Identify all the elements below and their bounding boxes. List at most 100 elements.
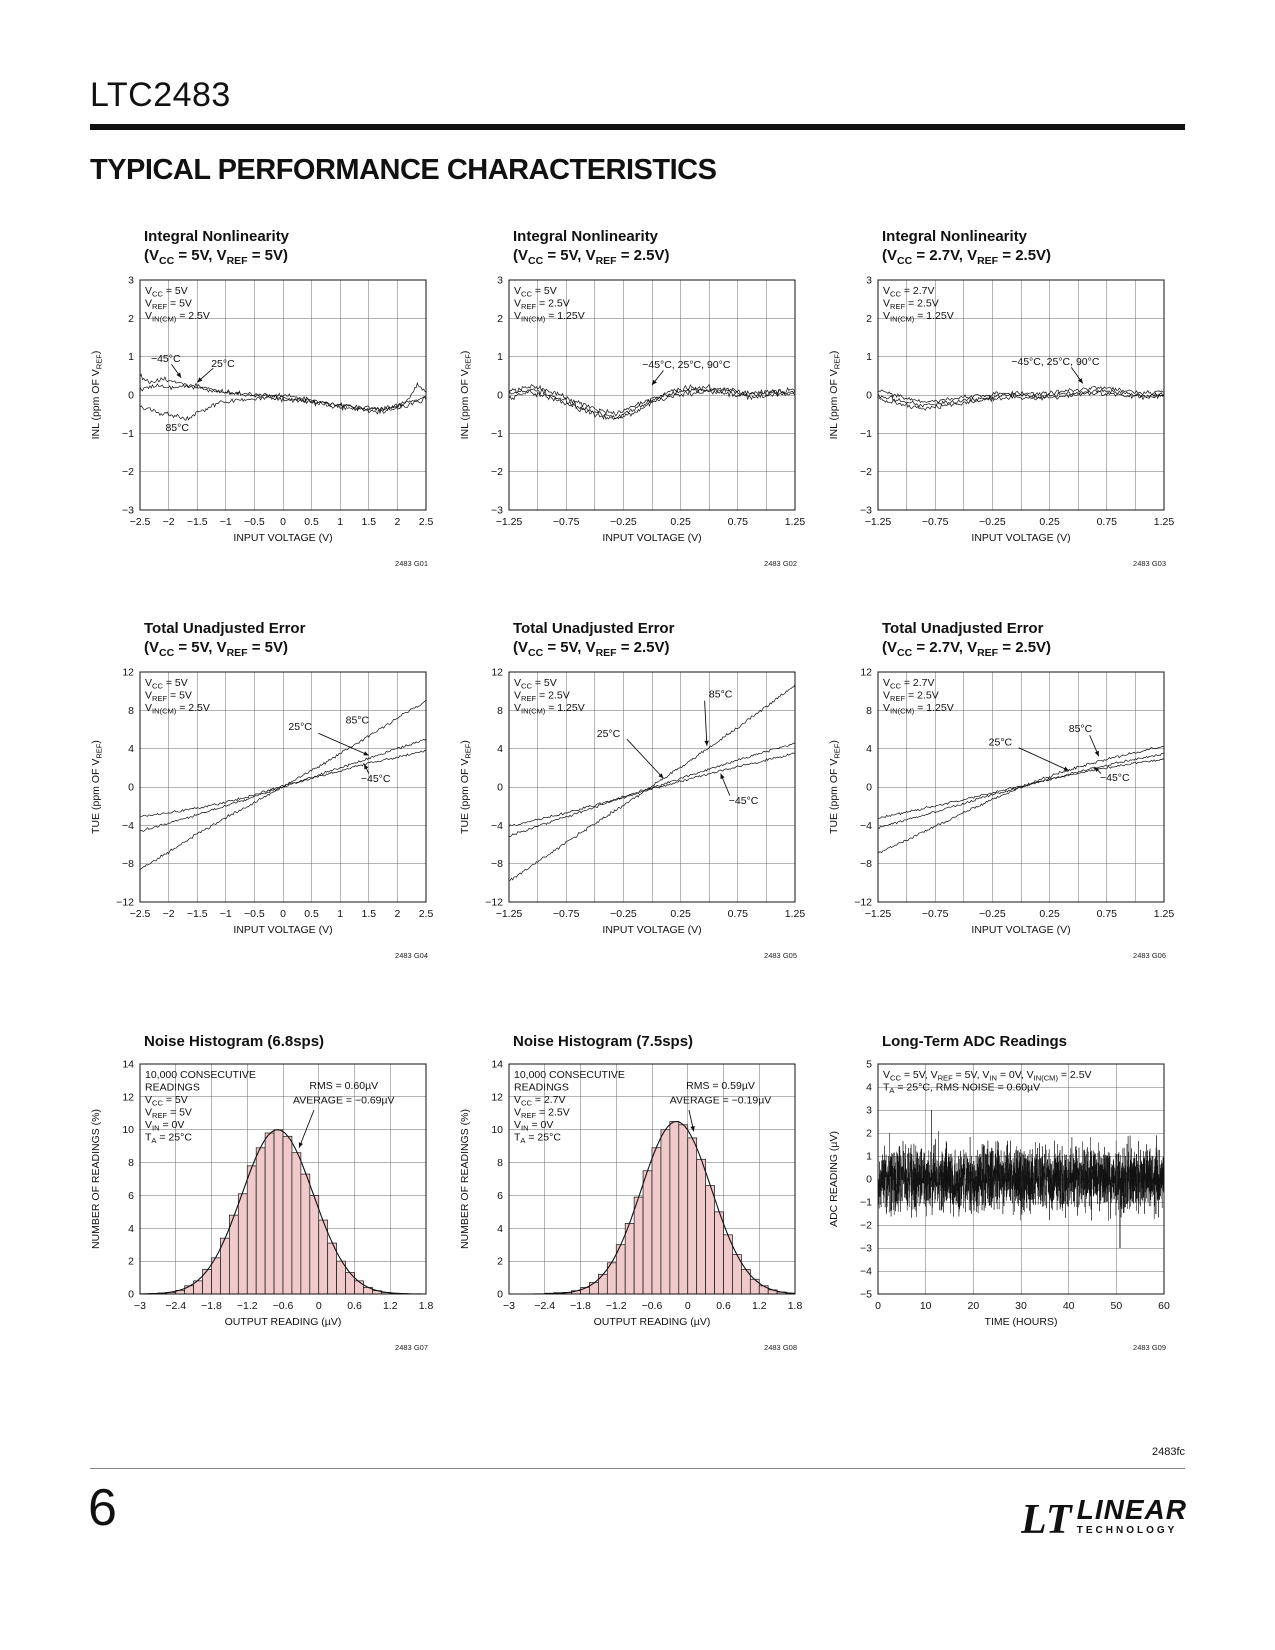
header-rule <box>90 124 1185 130</box>
chart-2483-g04: Total Unadjusted Error (VCC = 5V, VREF = … <box>86 618 455 964</box>
svg-text:VCC = 5V: VCC = 5V <box>514 677 557 691</box>
svg-text:INL (ppm OF VREF): INL (ppm OF VREF) <box>459 351 473 440</box>
svg-text:−0.25: −0.25 <box>610 908 637 920</box>
svg-text:OUTPUT READING (µV): OUTPUT READING (µV) <box>594 1316 711 1328</box>
chart-2483-g08: Noise Histogram (7.5sps) 10,000 CONSECUTI… <box>455 1010 824 1356</box>
svg-text:−0.75: −0.75 <box>553 908 580 920</box>
svg-text:25°C: 25°C <box>211 358 235 370</box>
svg-text:VREF = 2.5V: VREF = 2.5V <box>514 1107 570 1121</box>
svg-text:AVERAGE = −0.69µV: AVERAGE = −0.69µV <box>293 1095 395 1107</box>
svg-text:0: 0 <box>497 782 503 794</box>
svg-text:0: 0 <box>866 390 872 402</box>
svg-text:−12: −12 <box>854 897 872 909</box>
svg-text:−1.8: −1.8 <box>570 1300 591 1312</box>
svg-text:READINGS: READINGS <box>145 1082 200 1094</box>
svg-text:1.5: 1.5 <box>361 908 376 920</box>
svg-text:0.25: 0.25 <box>670 516 691 528</box>
svg-text:TUE (ppm OF VREF): TUE (ppm OF VREF) <box>459 740 473 834</box>
svg-text:TUE (ppm OF VREF): TUE (ppm OF VREF) <box>90 740 104 834</box>
svg-text:−0.75: −0.75 <box>922 908 949 920</box>
svg-text:VIN(CM) = 1.25V: VIN(CM) = 1.25V <box>514 702 585 716</box>
svg-text:6: 6 <box>497 1190 503 1202</box>
svg-text:0.25: 0.25 <box>1039 908 1060 920</box>
svg-text:−2: −2 <box>163 908 175 920</box>
svg-text:NUMBER OF READINGS (%): NUMBER OF READINGS (%) <box>459 1109 471 1249</box>
svg-text:VIN = 0V: VIN = 0V <box>145 1119 184 1133</box>
svg-text:−2.5: −2.5 <box>130 516 151 528</box>
svg-text:VREF = 5V: VREF = 5V <box>145 298 192 312</box>
svg-text:−8: −8 <box>860 858 872 870</box>
svg-text:85°C: 85°C <box>346 714 370 726</box>
svg-text:VIN(CM) = 1.25V: VIN(CM) = 1.25V <box>883 702 954 716</box>
svg-text:−8: −8 <box>122 858 134 870</box>
svg-text:0.75: 0.75 <box>1097 908 1118 920</box>
svg-text:2: 2 <box>128 313 134 325</box>
svg-text:VREF = 5V: VREF = 5V <box>145 690 192 704</box>
svg-text:ADC READING (µV): ADC READING (µV) <box>828 1131 840 1227</box>
svg-text:0.75: 0.75 <box>1097 516 1118 528</box>
svg-text:−2: −2 <box>860 466 872 478</box>
svg-text:−3: −3 <box>134 1300 146 1312</box>
svg-text:4: 4 <box>497 1223 503 1235</box>
svg-text:0.6: 0.6 <box>347 1300 362 1312</box>
svg-text:−12: −12 <box>485 897 503 909</box>
svg-text:−2: −2 <box>122 466 134 478</box>
svg-text:0: 0 <box>128 390 134 402</box>
svg-text:−0.25: −0.25 <box>979 908 1006 920</box>
svg-text:10,000 CONSECUTIVE: 10,000 CONSECUTIVE <box>514 1069 625 1081</box>
svg-text:−1.25: −1.25 <box>865 908 892 920</box>
chart-title: Total Unadjusted Error (VCC = 5V, VREF = … <box>144 620 306 659</box>
svg-text:INPUT VOLTAGE (V): INPUT VOLTAGE (V) <box>602 924 701 936</box>
svg-text:85°C: 85°C <box>1069 723 1093 735</box>
svg-text:TIME (HOURS): TIME (HOURS) <box>985 1316 1058 1328</box>
svg-text:12: 12 <box>122 667 134 679</box>
svg-text:2: 2 <box>497 313 503 325</box>
svg-text:1: 1 <box>866 1151 872 1163</box>
svg-text:2483 G02: 2483 G02 <box>764 559 797 568</box>
svg-text:0: 0 <box>316 1300 322 1312</box>
svg-text:6: 6 <box>128 1190 134 1202</box>
svg-text:−4: −4 <box>860 820 872 832</box>
svg-text:0.5: 0.5 <box>304 516 319 528</box>
svg-text:VREF = 2.5V: VREF = 2.5V <box>514 690 570 704</box>
svg-text:25°C: 25°C <box>288 721 312 733</box>
svg-text:−12: −12 <box>116 897 134 909</box>
svg-text:2: 2 <box>866 313 872 325</box>
svg-text:2483 G04: 2483 G04 <box>395 951 428 960</box>
svg-text:−1: −1 <box>860 428 872 440</box>
svg-text:2483 G05: 2483 G05 <box>764 951 797 960</box>
svg-text:4: 4 <box>497 743 503 755</box>
chart-2483-g03: Integral Nonlinearity (VCC = 2.7V, VREF =… <box>824 226 1193 572</box>
svg-text:VCC = 5V: VCC = 5V <box>145 285 188 299</box>
svg-text:0: 0 <box>497 1289 503 1301</box>
svg-text:−1: −1 <box>491 428 503 440</box>
svg-text:VCC = 2.7V: VCC = 2.7V <box>883 285 935 299</box>
svg-text:−45°C: −45°C <box>1100 772 1130 784</box>
lt-monogram-icon: LT <box>1021 1497 1073 1542</box>
svg-text:−45°C: −45°C <box>729 795 759 807</box>
svg-text:−1.2: −1.2 <box>237 1300 258 1312</box>
svg-text:−1: −1 <box>220 908 232 920</box>
svg-text:0: 0 <box>128 782 134 794</box>
svg-text:−0.6: −0.6 <box>273 1300 294 1312</box>
svg-text:2: 2 <box>866 1128 872 1140</box>
svg-text:−0.25: −0.25 <box>979 516 1006 528</box>
svg-text:OUTPUT READING (µV): OUTPUT READING (µV) <box>225 1316 342 1328</box>
svg-text:3: 3 <box>866 275 872 287</box>
svg-text:−4: −4 <box>122 820 134 832</box>
svg-text:50: 50 <box>1110 1300 1122 1312</box>
svg-text:INPUT VOLTAGE (V): INPUT VOLTAGE (V) <box>233 532 332 544</box>
svg-text:20: 20 <box>967 1300 979 1312</box>
svg-text:−2.4: −2.4 <box>165 1300 186 1312</box>
logo-brand-sub: TECHNOLOGY <box>1076 1525 1178 1536</box>
logo-text: LINEAR TECHNOLOGY <box>1076 1496 1187 1537</box>
svg-text:0: 0 <box>280 908 286 920</box>
svg-text:25°C: 25°C <box>597 728 621 740</box>
svg-text:RMS = 0.60µV: RMS = 0.60µV <box>309 1080 378 1092</box>
svg-text:2483 G01: 2483 G01 <box>395 559 428 568</box>
svg-text:0: 0 <box>875 1300 881 1312</box>
